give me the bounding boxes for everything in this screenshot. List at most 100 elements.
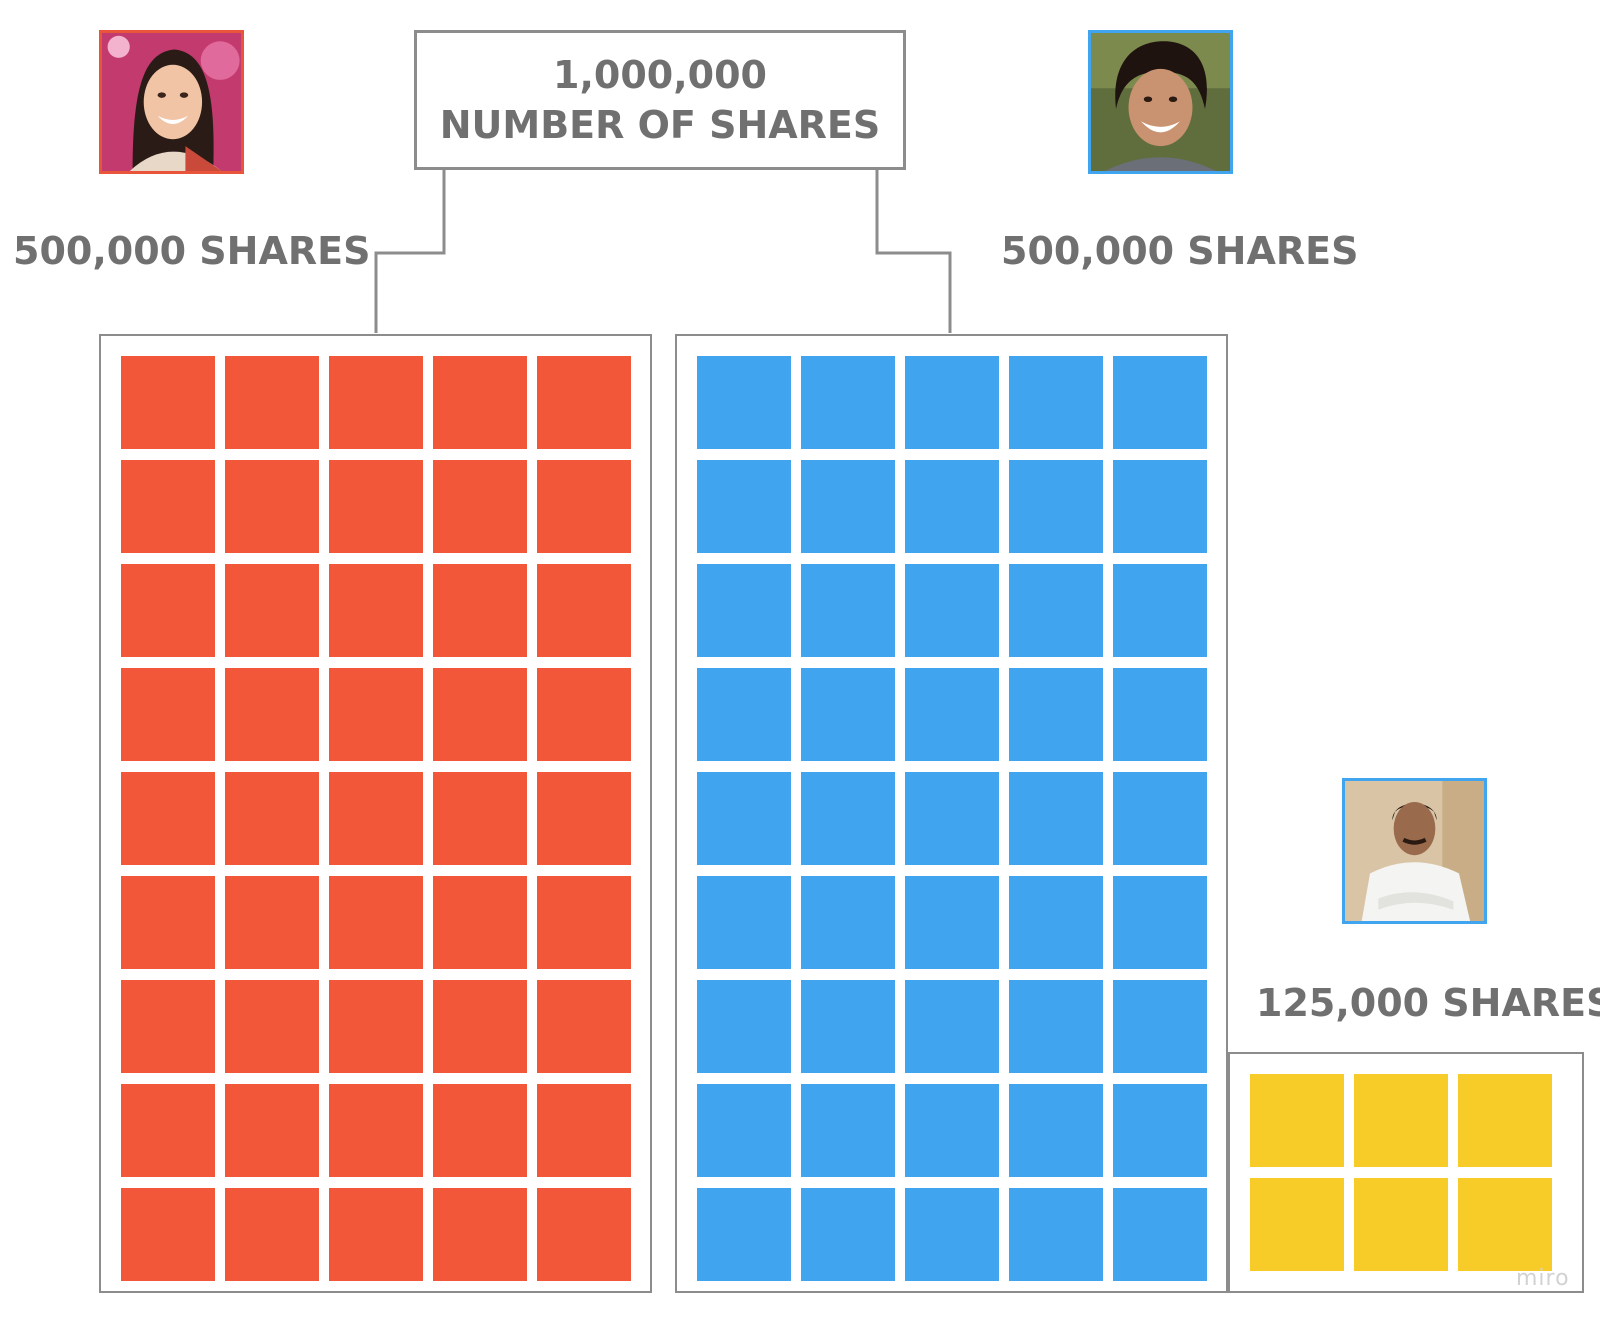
share-block: [329, 1188, 423, 1281]
share-block-group-mid: [675, 334, 1228, 1293]
share-block: [697, 1188, 791, 1281]
person-photo-woman-icon: [99, 30, 244, 174]
share-block: [537, 1188, 631, 1281]
share-block: [801, 876, 895, 969]
share-block: [329, 460, 423, 553]
share-block: [697, 356, 791, 449]
share-block: [121, 356, 215, 449]
share-block: [801, 1084, 895, 1177]
share-block: [329, 564, 423, 657]
share-block: [433, 564, 527, 657]
share-block-group-left: [99, 334, 652, 1293]
share-block: [537, 876, 631, 969]
total-shares-value: 1,000,000: [553, 53, 767, 97]
share-block: [1113, 460, 1207, 553]
share-block: [905, 1188, 999, 1281]
share-block: [1113, 772, 1207, 865]
shares-label-mid: 500,000 SHARES: [1001, 229, 1359, 273]
share-block: [225, 876, 319, 969]
share-block: [1113, 1188, 1207, 1281]
person-photo-man-white-shirt-icon: [1342, 778, 1487, 924]
share-block: [225, 356, 319, 449]
share-block: [1009, 356, 1103, 449]
share-block: [537, 980, 631, 1073]
total-shares-box: 1,000,000 NUMBER OF SHARES: [414, 30, 906, 170]
share-block: [1009, 876, 1103, 969]
share-block: [1354, 1074, 1448, 1167]
share-block: [1009, 772, 1103, 865]
share-block: [905, 564, 999, 657]
share-block: [329, 356, 423, 449]
share-block: [1113, 356, 1207, 449]
share-block: [697, 564, 791, 657]
share-block: [433, 980, 527, 1073]
connector-left: [374, 170, 446, 333]
miro-watermark: miro: [1516, 1266, 1570, 1291]
share-block: [697, 668, 791, 761]
share-block: [329, 772, 423, 865]
share-block: [121, 876, 215, 969]
share-block: [1113, 1084, 1207, 1177]
share-block: [433, 876, 527, 969]
shares-label-right: 125,000 SHARES: [1256, 981, 1600, 1025]
share-block: [697, 876, 791, 969]
share-block: [801, 564, 895, 657]
share-block: [1009, 668, 1103, 761]
share-block: [801, 668, 895, 761]
share-block: [433, 772, 527, 865]
share-block: [697, 460, 791, 553]
share-block: [1009, 1188, 1103, 1281]
share-block: [433, 668, 527, 761]
share-block: [121, 1188, 215, 1281]
share-block: [537, 668, 631, 761]
share-block: [905, 668, 999, 761]
share-block-group-right: [1228, 1052, 1584, 1293]
total-shares-caption: NUMBER OF SHARES: [439, 103, 881, 147]
share-block: [121, 564, 215, 657]
share-block: [537, 460, 631, 553]
share-block: [801, 980, 895, 1073]
share-block: [225, 564, 319, 657]
share-block: [225, 772, 319, 865]
share-block: [433, 1084, 527, 1177]
share-block: [433, 460, 527, 553]
connector-right: [875, 170, 952, 333]
share-block: [1354, 1178, 1448, 1271]
share-block: [537, 356, 631, 449]
share-block: [905, 772, 999, 865]
share-block: [433, 356, 527, 449]
share-block: [1458, 1074, 1552, 1167]
share-block: [1113, 876, 1207, 969]
share-block: [329, 876, 423, 969]
share-block: [905, 356, 999, 449]
share-block: [329, 668, 423, 761]
share-block: [1250, 1178, 1344, 1271]
share-block: [225, 1188, 319, 1281]
share-block: [329, 1084, 423, 1177]
share-block: [801, 356, 895, 449]
share-block: [225, 1084, 319, 1177]
share-block: [905, 460, 999, 553]
share-block: [1113, 564, 1207, 657]
share-block: [329, 980, 423, 1073]
share-block: [225, 460, 319, 553]
share-block: [121, 668, 215, 761]
share-block: [697, 1084, 791, 1177]
share-block: [121, 460, 215, 553]
share-block: [801, 460, 895, 553]
share-block: [121, 1084, 215, 1177]
share-block: [1250, 1074, 1344, 1167]
share-block: [225, 980, 319, 1073]
share-block: [225, 668, 319, 761]
share-block: [1009, 1084, 1103, 1177]
share-block: [801, 1188, 895, 1281]
share-block: [1009, 564, 1103, 657]
share-block: [1009, 980, 1103, 1073]
share-block: [537, 564, 631, 657]
share-block: [905, 1084, 999, 1177]
share-block: [121, 772, 215, 865]
share-block: [697, 980, 791, 1073]
share-block: [121, 980, 215, 1073]
share-block: [1113, 668, 1207, 761]
